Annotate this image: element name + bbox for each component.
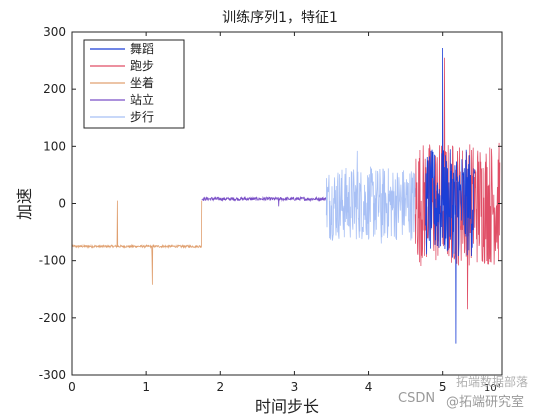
y-axis-ticks: -300 -200 -100 0 100 200 300	[39, 25, 502, 382]
legend-label-1: 跑步	[130, 59, 154, 73]
x-tick-label: 1	[142, 380, 150, 394]
x-tick-label: 0	[68, 380, 76, 394]
y-tick-label: 200	[43, 82, 66, 96]
y-tick-label: -300	[39, 368, 66, 382]
x-tick-label: 5	[439, 380, 447, 394]
legend-label-4: 步行	[130, 110, 154, 124]
series-line-0	[425, 47, 475, 344]
x-tick-label: 4	[365, 380, 373, 394]
series-line-3	[201, 195, 327, 207]
y-tick-label: 0	[58, 197, 66, 211]
legend-label-0: 舞蹈	[130, 42, 154, 56]
legend-label-2: 坐着	[130, 75, 154, 90]
legend-box	[83, 39, 185, 129]
y-axis-label: 加速	[15, 188, 34, 220]
watermark-csdn: CSDN	[398, 391, 436, 406]
y-tick-label: -100	[39, 254, 66, 268]
data-traces	[72, 47, 501, 344]
y-tick-label: -200	[39, 311, 66, 325]
y-tick-label: 100	[43, 139, 66, 153]
x-axis-ticks: 0 1 2 3 4 5	[68, 32, 447, 394]
x-axis-exponent: 10⁴	[484, 383, 501, 394]
series-line-4	[325, 150, 416, 244]
chart-title: 训练序列1，特征1	[222, 10, 338, 26]
legend-label-3: 站立	[130, 92, 154, 107]
x-axis-label: 时间步长	[255, 397, 319, 416]
x-tick-label: 2	[216, 380, 224, 394]
watermark-brand: 拓端数据部落	[456, 375, 529, 389]
watermark-handle: @拓端研究室	[446, 395, 525, 410]
x-tick-label: 3	[291, 380, 299, 394]
y-tick-label: 300	[43, 25, 66, 39]
series-line-2	[72, 200, 203, 285]
